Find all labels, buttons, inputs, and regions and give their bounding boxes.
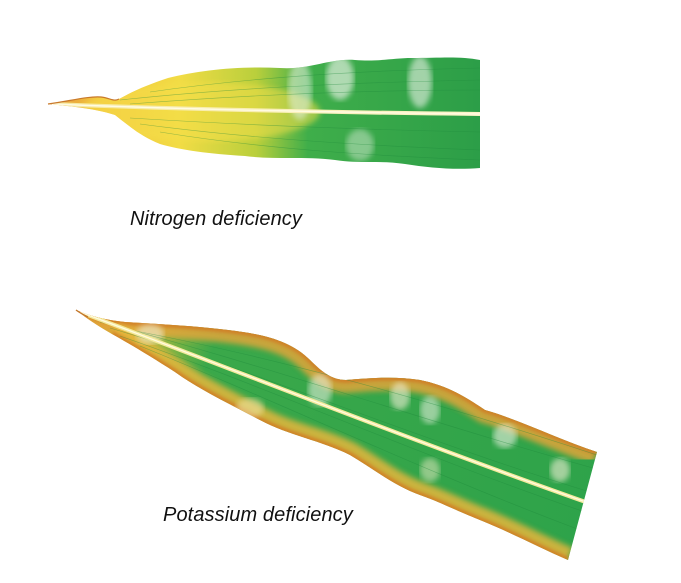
nitrogen-caption: Nitrogen deficiency (130, 208, 302, 230)
potassium-leaf (75, 309, 597, 560)
nitrogen-leaf (47, 57, 480, 169)
potassium-caption: Potassium deficiency (163, 504, 353, 526)
